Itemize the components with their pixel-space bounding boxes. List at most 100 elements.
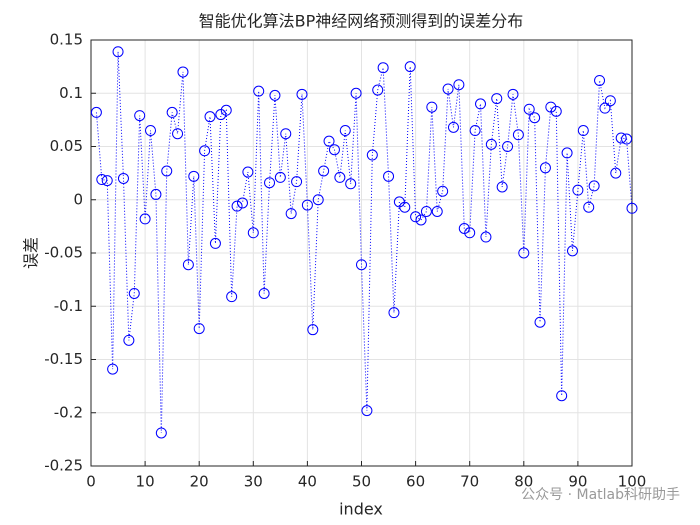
y-tick-label: 0	[73, 190, 83, 208]
x-tick-label: 20	[190, 473, 209, 491]
data-point	[512, 129, 524, 141]
data-point	[258, 287, 270, 299]
data-point	[550, 105, 562, 117]
data-point	[301, 199, 313, 211]
data-point	[399, 201, 411, 213]
data-point	[599, 102, 611, 114]
data-point	[139, 213, 151, 225]
y-tick-label: -0.2	[54, 403, 83, 421]
data-point	[334, 171, 346, 183]
data-point	[107, 363, 119, 375]
data-point	[420, 205, 432, 217]
y-tick-label: -0.25	[44, 457, 83, 475]
x-tick-label: 100	[618, 473, 647, 491]
data-point	[155, 427, 167, 439]
y-axis-label: 误差	[22, 237, 41, 269]
data-point	[345, 178, 357, 190]
data-point	[594, 74, 606, 86]
x-tick-label: 70	[460, 473, 479, 491]
data-point	[583, 201, 595, 213]
data-point	[534, 316, 546, 328]
data-point	[523, 103, 535, 115]
data-point	[388, 307, 400, 319]
data-point	[529, 112, 541, 124]
data-point	[566, 245, 578, 257]
data-point	[280, 128, 292, 140]
data-point	[291, 176, 303, 188]
data-point	[475, 98, 487, 110]
data-point	[626, 202, 638, 214]
data-point	[372, 84, 384, 96]
data-point	[610, 167, 622, 179]
data-point	[112, 46, 124, 58]
data-point	[426, 101, 438, 113]
y-tick-label: -0.15	[44, 350, 83, 368]
data-point	[161, 165, 173, 177]
data-point	[193, 323, 205, 335]
plot-frame	[90, 39, 633, 467]
data-point	[101, 175, 113, 187]
data-point	[128, 287, 140, 299]
y-tick-label: 0.1	[59, 84, 83, 102]
series-line	[95, 51, 633, 433]
data-point	[604, 95, 616, 107]
data-point	[242, 166, 254, 178]
data-point	[318, 165, 330, 177]
data-point	[496, 181, 508, 193]
data-point	[588, 180, 600, 192]
x-tick-label: 50	[352, 473, 371, 491]
chart-title: 智能优化算法BP神经网络预测得到的误差分布	[199, 12, 524, 31]
data-point	[150, 188, 162, 200]
data-point	[480, 231, 492, 243]
data-point	[236, 197, 248, 209]
data-point	[96, 174, 108, 186]
x-tick-label: 60	[406, 473, 425, 491]
data-point	[226, 291, 238, 303]
x-tick-label: 10	[136, 473, 155, 491]
data-point	[247, 227, 259, 239]
x-axis-label: index	[339, 500, 383, 519]
x-tick-label: 40	[298, 473, 317, 491]
data-point	[209, 237, 221, 249]
data-point	[437, 185, 449, 197]
data-point	[323, 135, 335, 147]
data-point	[307, 324, 319, 336]
data-point	[453, 79, 465, 91]
data-point	[621, 133, 633, 145]
data-point	[615, 132, 627, 144]
data-point	[561, 147, 573, 159]
data-point	[145, 125, 157, 137]
data-point	[188, 170, 200, 182]
data-point	[204, 111, 216, 123]
y-tick-label: -0.1	[54, 297, 83, 315]
data-point	[274, 171, 286, 183]
data-point	[415, 214, 427, 226]
data-point	[199, 145, 211, 157]
y-tick-label: -0.05	[44, 244, 83, 262]
data-point	[123, 334, 135, 346]
y-tick-label: 0.05	[50, 137, 83, 155]
data-point	[117, 172, 129, 184]
data-point	[177, 66, 189, 78]
data-point	[442, 83, 454, 95]
data-point	[404, 61, 416, 73]
data-point	[577, 125, 589, 137]
data-point	[296, 88, 308, 100]
data-point	[269, 89, 281, 101]
data-point	[339, 125, 351, 137]
data-point	[410, 211, 422, 223]
data-point	[572, 184, 584, 196]
data-point	[464, 227, 476, 239]
data-point	[182, 259, 194, 271]
data-point	[431, 205, 443, 217]
data-point	[539, 162, 551, 174]
data-point	[502, 141, 514, 152]
data-point	[383, 170, 395, 182]
data-point	[447, 121, 459, 133]
data-point	[518, 247, 530, 259]
data-point	[469, 125, 481, 137]
data-point	[220, 104, 232, 116]
data-point	[356, 259, 367, 271]
